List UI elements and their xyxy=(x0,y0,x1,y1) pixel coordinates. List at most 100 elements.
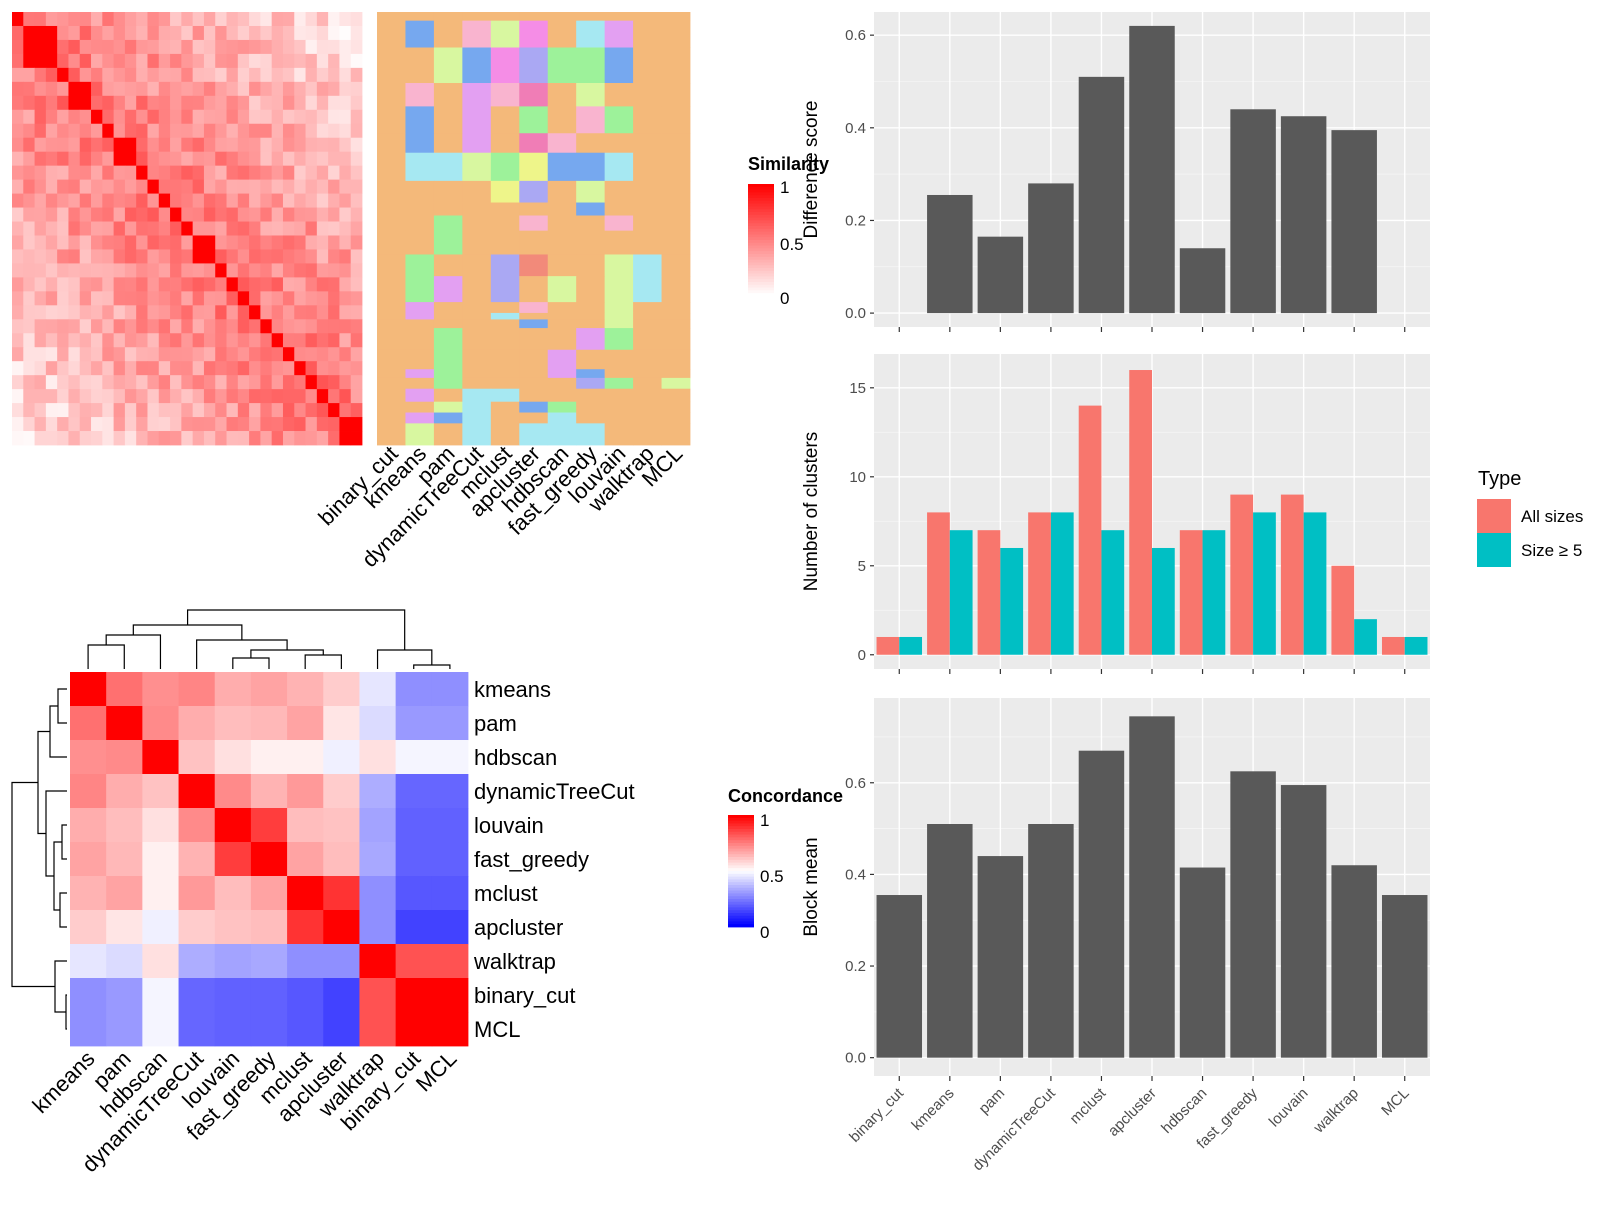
similarity-cell xyxy=(282,291,295,306)
similarity-cell xyxy=(79,431,92,446)
concordance-cell xyxy=(214,842,252,877)
membership-cell xyxy=(462,328,492,351)
similarity-cell xyxy=(57,361,69,376)
concordance-cell xyxy=(431,808,469,843)
similarity-cell xyxy=(170,221,182,236)
similarity-cell xyxy=(328,137,340,153)
similarity-cell xyxy=(158,67,171,83)
similarity-cell xyxy=(170,291,182,306)
similarity-cell xyxy=(12,67,24,83)
similarity-cell xyxy=(282,179,295,194)
similarity-cell xyxy=(34,179,47,194)
similarity-legend-swatch xyxy=(748,248,774,252)
similarity-cell xyxy=(215,123,227,139)
membership-cell xyxy=(661,302,691,314)
similarity-cell xyxy=(192,305,205,320)
similarity-cell xyxy=(339,417,352,432)
concordance-cell xyxy=(395,978,433,1013)
similarity-cell xyxy=(271,151,284,167)
dendrogram-branch xyxy=(196,639,288,669)
membership-cell xyxy=(576,106,606,134)
membership-cell xyxy=(576,412,606,424)
similarity-cell xyxy=(339,95,352,111)
similarity-cell xyxy=(226,221,239,236)
membership-cell xyxy=(490,369,520,379)
similarity-cell xyxy=(170,347,182,362)
membership-cell xyxy=(377,152,406,182)
membership-cell xyxy=(519,401,549,413)
concordance-cell xyxy=(250,672,288,707)
similarity-cell xyxy=(102,347,115,362)
similarity-cell xyxy=(192,151,205,167)
similarity-cell xyxy=(158,319,171,334)
similarity-cell xyxy=(136,12,148,27)
concordance-cell xyxy=(395,1012,433,1047)
similarity-cell xyxy=(34,193,47,208)
similarity-cell xyxy=(113,403,126,418)
similarity-cell xyxy=(124,193,137,208)
similarity-cell xyxy=(316,179,329,194)
similarity-cell xyxy=(215,151,227,167)
similarity-legend-swatch xyxy=(748,228,774,232)
similarity-cell xyxy=(226,431,239,446)
similarity-legend-tick-0: 0 xyxy=(780,289,789,308)
similarity-cell xyxy=(294,39,306,55)
similarity-cell xyxy=(158,137,171,153)
concordance-cell xyxy=(106,740,143,775)
similarity-cell xyxy=(260,333,273,348)
membership-cell xyxy=(433,83,463,107)
concordance-cell xyxy=(395,910,433,945)
similarity-cell xyxy=(170,305,182,320)
similarity-cell xyxy=(136,333,148,348)
similarity-cell xyxy=(68,277,81,292)
similarity-legend-swatch xyxy=(748,284,774,288)
similarity-cell xyxy=(282,389,295,404)
similarity-cell xyxy=(12,12,24,27)
similarity-cell xyxy=(260,81,273,97)
similarity-cell xyxy=(136,207,148,222)
similarity-cell xyxy=(34,389,47,404)
membership-cell xyxy=(576,230,606,255)
similarity-cell xyxy=(181,403,194,418)
membership-cell xyxy=(462,47,492,84)
similarity-cell xyxy=(282,235,295,250)
bar xyxy=(1129,716,1175,1058)
membership-cell xyxy=(377,412,406,424)
membership-cell xyxy=(377,369,406,379)
similarity-cell xyxy=(23,39,35,55)
similarity-cell xyxy=(305,53,318,69)
similarity-cell xyxy=(57,95,69,111)
membership-cell xyxy=(519,302,549,314)
similarity-cell xyxy=(294,389,306,404)
membership-cell xyxy=(576,133,606,154)
membership-cell xyxy=(547,377,577,390)
dendrogram-branch xyxy=(59,892,67,928)
similarity-cell xyxy=(124,53,137,69)
similarity-cell xyxy=(237,179,250,194)
concordance-legend-swatch xyxy=(728,815,754,819)
similarity-cell xyxy=(237,193,250,208)
similarity-cell xyxy=(124,249,137,264)
similarity-cell xyxy=(237,95,250,111)
membership-cell xyxy=(519,230,549,255)
concordance-dendrogram xyxy=(11,609,451,1030)
similarity-cell xyxy=(260,207,273,222)
membership-cell xyxy=(604,377,634,390)
similarity-cell xyxy=(124,165,137,181)
membership-cell xyxy=(547,12,577,22)
membership-cell xyxy=(576,377,606,390)
similarity-cell xyxy=(215,207,227,222)
membership-cell xyxy=(490,412,520,424)
similarity-cell xyxy=(192,193,205,208)
membership-cell xyxy=(547,133,577,154)
similarity-cell xyxy=(260,263,273,278)
similarity-cell xyxy=(339,333,352,348)
similarity-cell xyxy=(192,165,205,181)
membership-cell xyxy=(462,388,492,403)
similarity-cell xyxy=(124,151,137,167)
concordance-legend-swatch xyxy=(728,859,754,863)
concordance-cell xyxy=(214,876,252,911)
similarity-cell xyxy=(350,109,363,125)
similarity-cell xyxy=(124,39,137,55)
